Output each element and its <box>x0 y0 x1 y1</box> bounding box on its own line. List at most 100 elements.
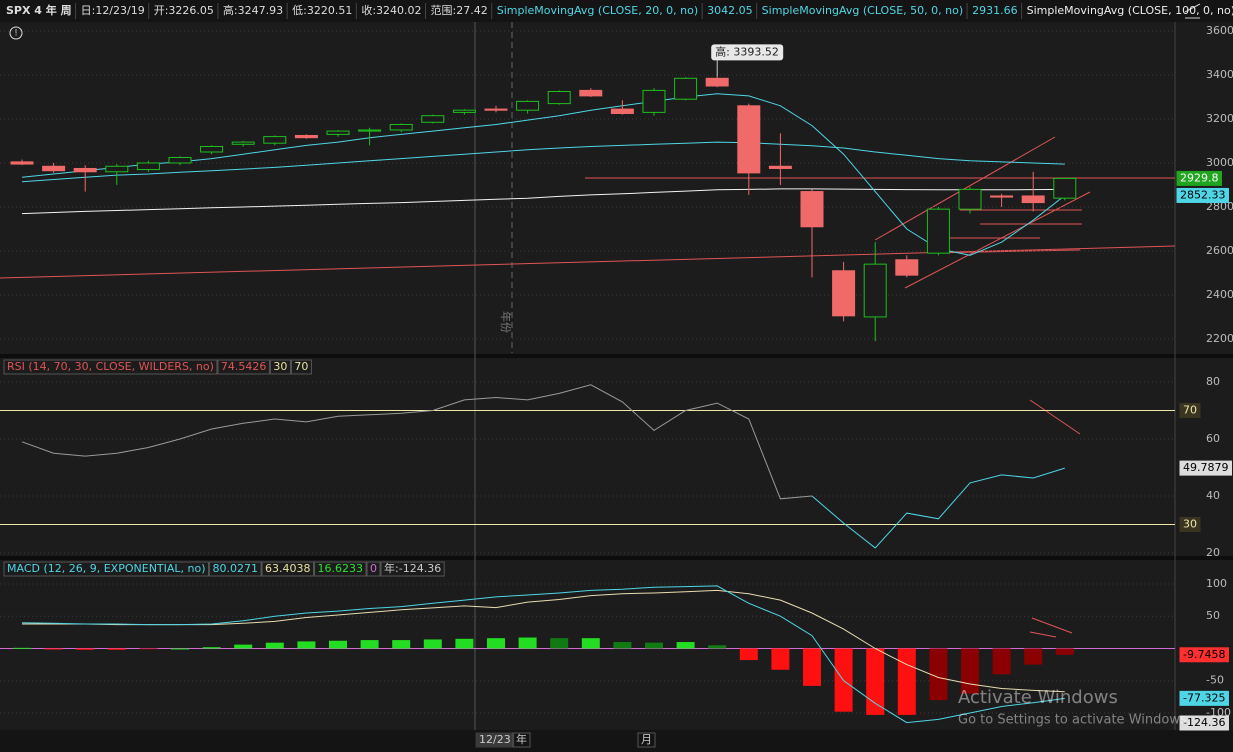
x-tick-label-bg <box>637 732 656 748</box>
candle-body <box>42 165 66 172</box>
rsi-line-low <box>811 467 1065 549</box>
macd-header-item: 年:-124.36 <box>384 561 441 575</box>
header-item: 日:12/23/19 <box>81 4 145 17</box>
header-item: 3042.05 <box>707 4 753 17</box>
macd-histogram-bar <box>992 648 1011 675</box>
watermark: Activate Windows <box>958 687 1118 708</box>
candle-body <box>768 165 792 169</box>
y-tick-label: 2400 <box>1206 288 1233 301</box>
macd-histogram-bar <box>929 648 948 701</box>
header-item: SimpleMovingAvg (CLOSE, 20, 0, no) <box>497 4 698 17</box>
header-bar <box>0 0 1233 22</box>
candle-body <box>895 259 919 276</box>
candle-body <box>832 270 856 317</box>
macd-histogram-bar <box>202 647 221 649</box>
candle-body <box>516 100 540 111</box>
x-tick-label: 月 <box>641 733 652 746</box>
macd-histogram-bar <box>139 648 158 650</box>
macd-histogram-bar <box>581 638 600 649</box>
macd-histogram-bar <box>455 638 474 649</box>
y-tick-label: 3000 <box>1206 156 1233 169</box>
candle-body <box>958 188 982 210</box>
y-tick-label: 2800 <box>1206 200 1233 213</box>
rsi-header-item: RSI (14, 70, 30, CLOSE, WILDERS, no) <box>7 360 214 373</box>
y-tick-label: 40 <box>1206 489 1220 502</box>
macd-histogram-bar <box>518 637 537 649</box>
candle-body <box>326 130 350 135</box>
rsi-header-item-bg <box>269 359 291 375</box>
candle-body <box>421 115 445 123</box>
y-tick-label: 3600 <box>1206 24 1233 37</box>
macd-histogram-bar <box>360 640 379 649</box>
candle-body <box>926 208 950 254</box>
macd-header-item: 16.6233 <box>318 562 364 575</box>
macd-histogram-bar <box>897 648 916 715</box>
candle-body <box>674 77 698 100</box>
header-item: SPX 4 年 周 <box>6 3 72 17</box>
candle-body <box>136 162 160 171</box>
y-tick-label: 2600 <box>1206 244 1233 257</box>
x-tick-label-bg <box>512 732 531 748</box>
y-tick-label: 2200 <box>1206 332 1233 345</box>
high-callout-bg <box>711 44 784 61</box>
header-item: 低:3220.51 <box>292 4 352 17</box>
macd-line <box>21 585 1065 724</box>
macd-histogram-bar <box>739 648 758 661</box>
candle-body <box>168 156 192 164</box>
draw-tool-icon[interactable] <box>1184 3 1201 19</box>
macd-header-item-bg <box>3 561 210 577</box>
macd-header-item-bg <box>209 561 262 577</box>
rsi-marker-bg <box>1179 460 1232 476</box>
macd-marker: -9.7458 <box>1183 648 1225 661</box>
macd-marker-bg <box>1179 690 1229 706</box>
rsi-header-item: 30 <box>273 360 287 373</box>
macd-histogram-bar <box>771 648 790 670</box>
sma-marker: 2852.33 <box>1180 188 1226 201</box>
candle-body <box>610 108 634 114</box>
macd-histogram-bar <box>234 644 253 649</box>
macd-histogram-bar <box>487 638 505 649</box>
sma100-line <box>21 188 1065 215</box>
y-tick-label: 100 <box>1206 577 1227 590</box>
macd-histogram-bar <box>866 648 885 715</box>
macd-header-item-bg <box>380 561 445 577</box>
macd-histogram-bar <box>613 642 632 649</box>
macd-header-item: MACD (12, 26, 9, EXPONENTIAL, no) <box>7 562 206 575</box>
macd-histogram-bar <box>329 640 347 649</box>
macd-histogram-bar <box>1055 648 1074 655</box>
macd-histogram-bar <box>171 648 189 650</box>
macd-histogram-bar <box>803 648 821 686</box>
header-item: SimpleMovingAvg (CLOSE, 100, 0, no) <box>1027 4 1233 17</box>
y-tick-label: -50 <box>1206 674 1224 687</box>
macd-histogram-bar <box>961 648 979 694</box>
macd-histogram-bar <box>107 648 126 650</box>
separator <box>0 556 1233 560</box>
macd-header-item: 0 <box>370 562 377 575</box>
candle-body <box>1053 177 1077 199</box>
y-tick-label: 60 <box>1206 432 1220 445</box>
candle-body <box>579 89 603 97</box>
candle-body <box>231 141 255 145</box>
candle-body <box>358 129 382 132</box>
macd-header-item-bg <box>366 561 381 577</box>
candle-body <box>642 89 666 113</box>
macd-histogram-bar <box>550 638 569 649</box>
x-tick-label: 12/23 <box>479 733 511 746</box>
sma-marker-bg <box>1176 187 1229 203</box>
candle-body <box>1021 195 1045 204</box>
rsi-header-item-bg <box>290 359 312 375</box>
rsi-header-item: 70 <box>294 360 308 373</box>
x-tick-label-bg <box>475 732 515 748</box>
macd-histogram-bar <box>44 648 63 650</box>
header-item: 范围:27.42 <box>431 3 488 17</box>
candle-body <box>10 161 34 165</box>
rsi-header-item: 74.5426 <box>221 360 267 373</box>
alert-icon[interactable] <box>9 26 23 40</box>
y-tick-label: 3400 <box>1206 68 1233 81</box>
candle-body <box>105 165 129 173</box>
x-tick-label: 年 <box>516 732 527 746</box>
macd-histogram-bar <box>676 642 695 649</box>
candle-body <box>705 77 729 87</box>
header-item: SimpleMovingAvg (CLOSE, 50, 0, no) <box>762 4 963 17</box>
x-axis-bar <box>0 730 1233 752</box>
